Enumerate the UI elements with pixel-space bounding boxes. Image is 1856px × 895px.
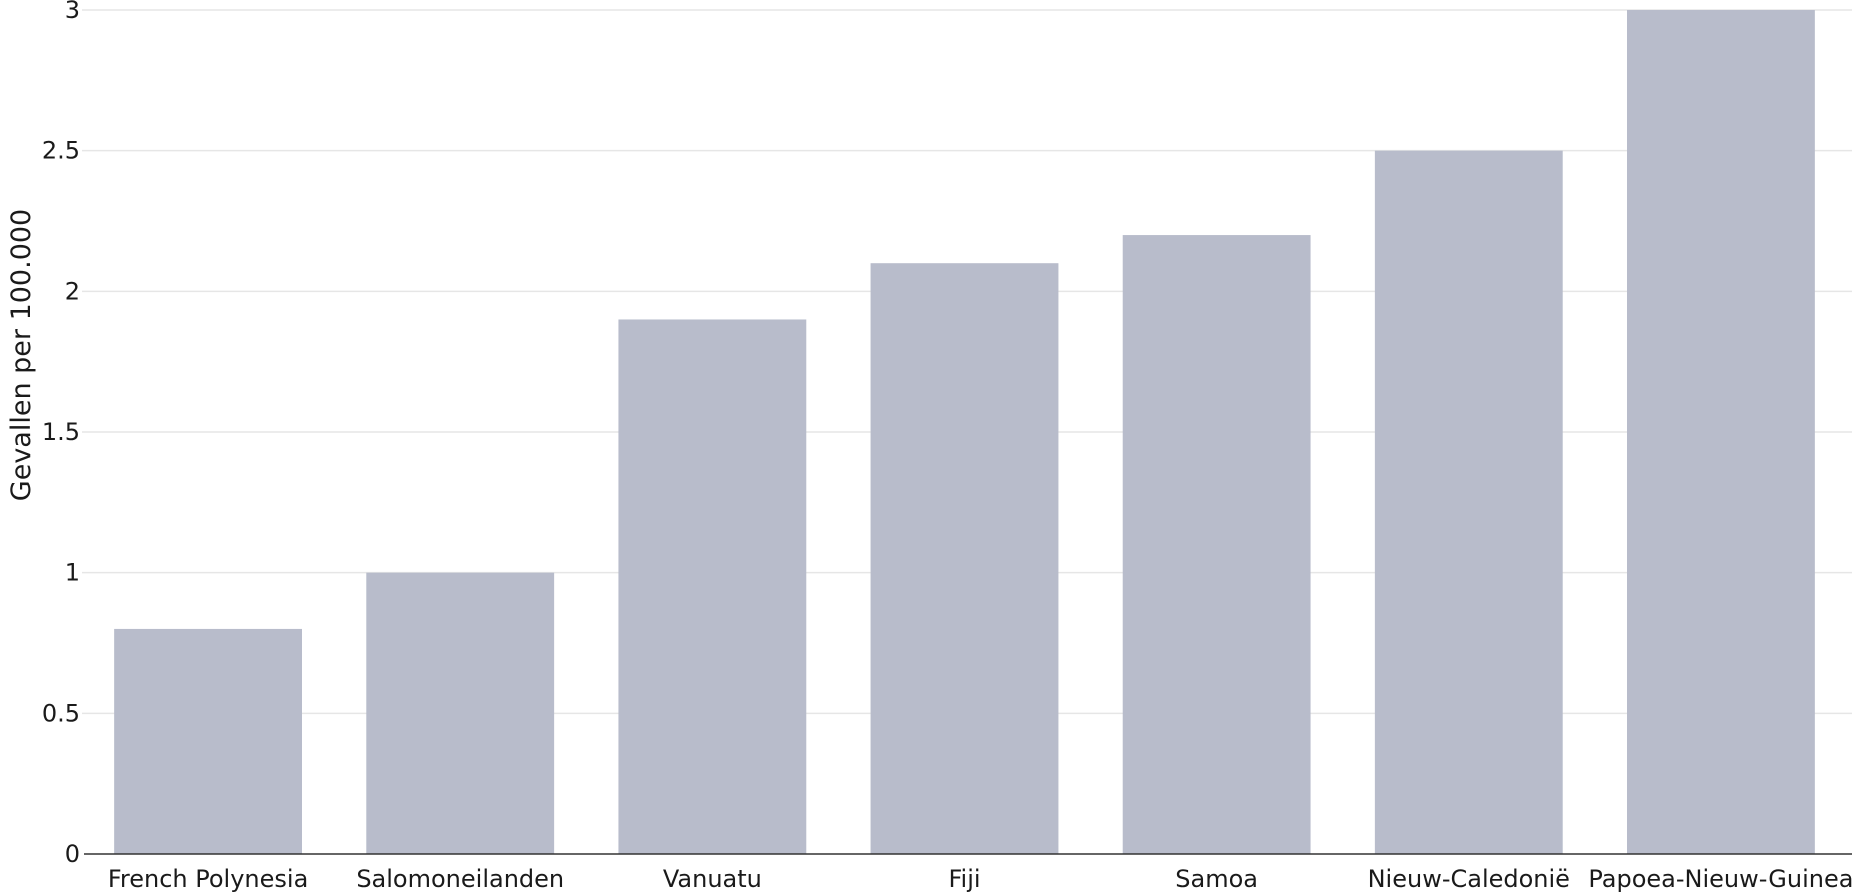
x-tick-label: Salomoneilanden [356, 865, 564, 893]
y-tick-label: 2 [65, 277, 80, 305]
x-axis-tick-labels: French Polynesia Salomoneilanden Vanuatu Fi… [108, 865, 1854, 893]
x-tick-label: Papoea-Nieuw-Guinea [1588, 865, 1853, 893]
y-tick-label: 1.5 [42, 418, 80, 446]
x-tick-label: Vanuatu [663, 865, 762, 893]
x-tick-label: Nieuw-Caledonië [1368, 865, 1570, 893]
y-tick-label: 3 [65, 0, 80, 24]
y-axis-title: Gevallen per 100.000 [6, 209, 37, 501]
x-tick-label: Samoa [1175, 865, 1258, 893]
bar [1122, 235, 1311, 855]
x-tick-label: French Polynesia [108, 865, 308, 893]
bar [1627, 10, 1815, 854]
bars [114, 10, 1815, 855]
x-tick-label: Fiji [948, 865, 980, 893]
bar [618, 319, 807, 854]
bar [114, 628, 302, 854]
bar [870, 263, 1059, 854]
bar [1374, 150, 1563, 854]
y-tick-label: 0 [65, 840, 80, 868]
bar [366, 572, 555, 854]
y-tick-label: 1 [65, 559, 80, 587]
y-tick-label: 2.5 [42, 137, 80, 165]
y-axis-tick-labels: 0 0.5 1 1.5 2 2.5 3 [42, 0, 80, 868]
y-tick-label: 0.5 [42, 699, 80, 727]
